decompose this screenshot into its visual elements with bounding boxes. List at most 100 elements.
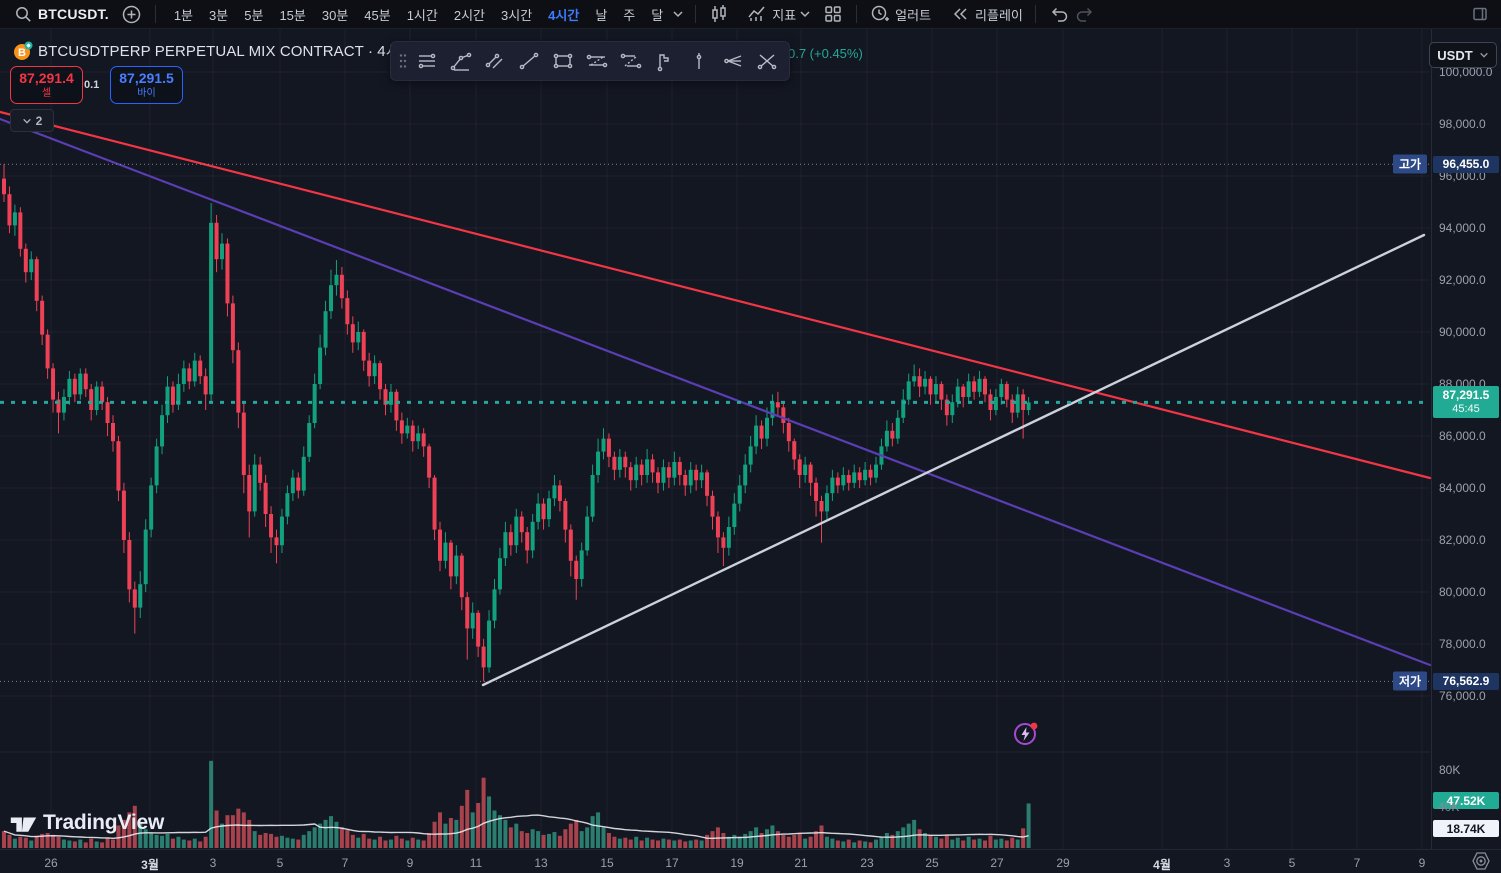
volume-bar — [279, 835, 284, 848]
volume-bar — [568, 823, 573, 849]
candle-body — [574, 560, 579, 579]
volume-bar — [350, 834, 355, 849]
interval-15분[interactable]: 15분 — [279, 7, 306, 23]
indicators-icon[interactable] — [744, 2, 770, 26]
candle-body — [748, 446, 753, 465]
buy-button[interactable]: 87,291.5 바이 — [110, 66, 183, 104]
tool-horizontal-lines-icon[interactable] — [410, 46, 444, 76]
candle-body — [895, 417, 900, 439]
candle-body — [683, 475, 688, 486]
trendline-descending-resistance-lower[interactable] — [0, 117, 1432, 667]
symbol-search-button[interactable]: BTCUSDT. — [38, 6, 109, 22]
candle-body — [732, 503, 737, 527]
volume-bar — [901, 827, 906, 849]
volume-bar — [737, 836, 742, 848]
timezone-clock-icon[interactable] — [1470, 851, 1492, 871]
tool-vertical-line-icon[interactable] — [682, 46, 716, 76]
interval-4시간[interactable]: 4시간 — [548, 7, 580, 23]
volume-bar — [912, 819, 917, 849]
tool-fan-lines-icon[interactable] — [716, 46, 750, 76]
volume-bar — [405, 840, 410, 848]
interval-3분[interactable]: 3분 — [209, 7, 229, 23]
candle-body — [236, 350, 241, 413]
volume-bar — [1026, 803, 1031, 848]
volume-bar — [808, 836, 813, 848]
sell-button[interactable]: 87,291.4 셀 — [10, 66, 83, 104]
volume-bar — [492, 810, 497, 848]
volume-bar — [884, 833, 889, 848]
volume-bar — [552, 832, 557, 848]
alert-button[interactable]: 얼러트 — [895, 7, 932, 23]
currency-selector[interactable]: USDT — [1429, 42, 1497, 68]
layout-grid-icon[interactable] — [820, 2, 846, 26]
tool-bars-pattern-icon[interactable] — [648, 46, 682, 76]
boost-lightning-icon[interactable] — [1011, 718, 1041, 748]
interval-group: 1분 3분 5분 15분 30분 45분 1시간 2시간 3시간 4시간 날 주 달 — [166, 2, 671, 27]
candle-body — [252, 464, 257, 512]
undo-icon[interactable] — [1046, 2, 1072, 26]
legend-change-value: 0.7 (+0.45%) — [788, 46, 863, 61]
interval-주[interactable]: 주 — [623, 7, 636, 23]
volume-bar — [67, 840, 72, 848]
tool-fib-extension-icon[interactable] — [614, 46, 648, 76]
volume-bar — [154, 834, 159, 849]
candle-body — [999, 384, 1004, 397]
price-axis[interactable]: 100,000.0 98,000.0 96,000.0 94,000.0 92,000.… — [1431, 28, 1501, 849]
candle-body — [230, 303, 235, 351]
candle-body — [318, 347, 323, 384]
interval-chevron-icon[interactable] — [671, 7, 685, 21]
redo-icon[interactable] — [1072, 2, 1098, 26]
add-symbol-icon[interactable] — [119, 2, 145, 26]
replay-button[interactable]: 리플레이 — [975, 7, 1023, 23]
tool-crossed-lines-icon[interactable] — [750, 46, 784, 76]
candle-body — [737, 485, 742, 504]
tool-trend-polyline-icon[interactable] — [444, 46, 478, 76]
volume-bar — [1021, 828, 1026, 848]
tool-rectangle-icon[interactable] — [546, 46, 580, 76]
candle-body — [726, 527, 731, 548]
interval-5분[interactable]: 5분 — [244, 7, 264, 23]
volume-bar — [705, 834, 710, 849]
interval-3시간[interactable]: 3시간 — [501, 7, 533, 23]
volume-bar — [230, 815, 235, 848]
volume-bar — [726, 836, 731, 848]
candle-body — [307, 423, 312, 457]
drag-handle-icon[interactable] — [396, 48, 410, 74]
toolbar-divider — [1034, 5, 1036, 23]
candle-body — [350, 324, 355, 343]
indicators-chevron-icon[interactable] — [798, 7, 812, 21]
alert-clock-icon[interactable] — [867, 2, 893, 26]
volume-bar — [1010, 837, 1015, 848]
interval-1시간[interactable]: 1시간 — [406, 7, 438, 23]
interval-30분[interactable]: 30분 — [321, 7, 349, 23]
interval-달[interactable]: 달 — [651, 7, 664, 23]
object-tree-collapse-chip[interactable]: 2 — [10, 109, 54, 132]
chart-title[interactable]: BTCUSDTPERP PERPETUAL MIX CONTRACT · 4시간… — [38, 43, 423, 60]
interval-2시간[interactable]: 2시간 — [453, 7, 486, 23]
interval-1분[interactable]: 1분 — [173, 7, 194, 23]
time-axis[interactable]: 26 3월 3 5 7 9 11 13 15 17 19 21 23 25 27 29 4월 3 5 7 9 — [0, 849, 1501, 873]
panel-toggle-icon[interactable] — [1467, 2, 1493, 26]
interval-날[interactable]: 날 — [595, 7, 608, 23]
currency-label: USDT — [1437, 47, 1473, 63]
indicators-button[interactable]: 지표 — [772, 7, 797, 23]
candle-body — [154, 446, 159, 486]
trendline-descending-resistance-upper[interactable] — [0, 110, 1432, 480]
volume-bar — [487, 796, 492, 848]
candle-body — [356, 332, 361, 343]
candle-body — [530, 521, 535, 551]
candle-body — [901, 399, 906, 418]
replay-icon[interactable] — [947, 2, 973, 26]
candle-body — [536, 503, 541, 522]
candle-body — [476, 612, 481, 647]
tool-parallel-channel-icon[interactable] — [478, 46, 512, 76]
tool-fib-retracement-icon[interactable] — [580, 46, 614, 76]
interval-45분[interactable]: 45분 — [364, 7, 391, 23]
chart-style-icon[interactable] — [706, 2, 732, 26]
trendline-ascending-support[interactable] — [481, 233, 1426, 687]
candle-body — [438, 529, 442, 561]
candle-body — [557, 485, 562, 501]
search-icon[interactable] — [10, 2, 36, 26]
tool-trend-line-icon[interactable] — [512, 46, 546, 76]
